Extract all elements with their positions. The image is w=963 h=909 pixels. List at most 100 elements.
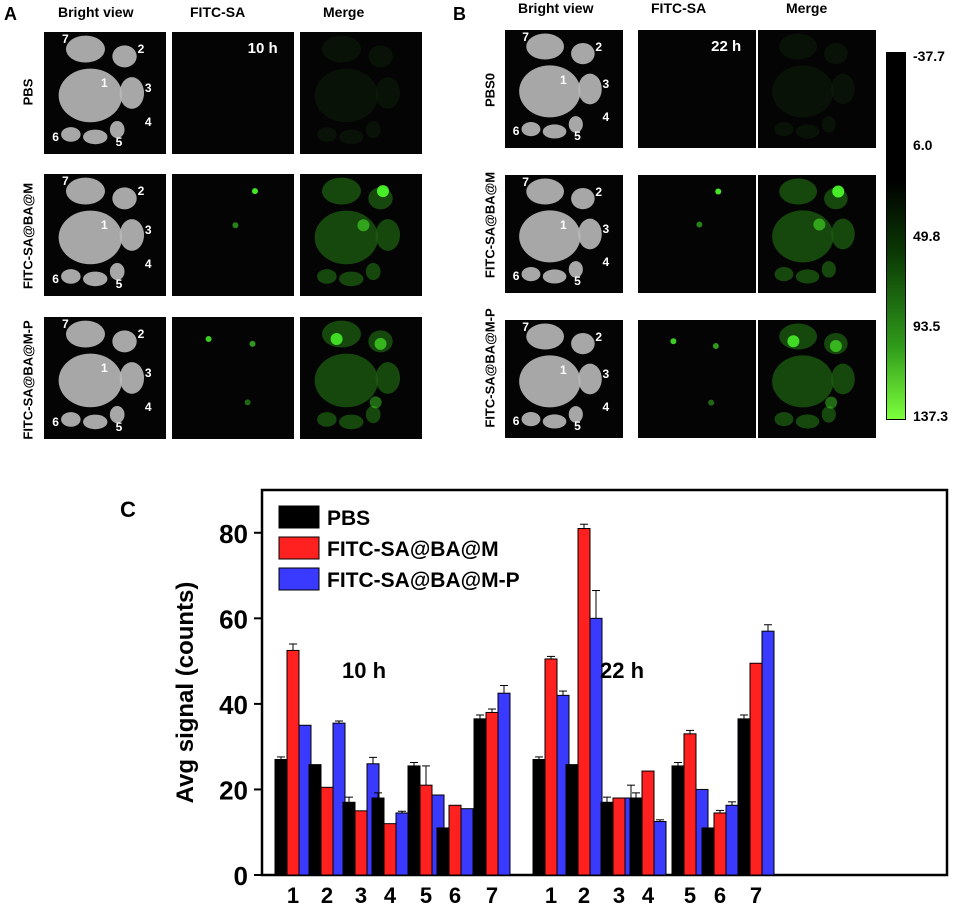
panel-a-image-fitc-row1: 10 h: [172, 32, 294, 154]
x-tick-label: 7: [486, 883, 498, 908]
organ-number-label: 2: [137, 184, 145, 199]
panel-a-col-merge: Merge: [323, 4, 365, 20]
panel-a-image-merge-row1: [300, 32, 422, 154]
colorbar-tick-4: 93.5: [913, 318, 941, 334]
bar-10h-6-0: [436, 827, 450, 876]
bar-22h-2-0: [565, 764, 579, 876]
panel-b-col-bright: Bright view: [518, 0, 594, 16]
group-label: 22 h: [600, 658, 644, 683]
panel-b-image-fitc-row3: [638, 320, 756, 438]
x-tick-label: 2: [578, 883, 590, 908]
organ-number-label: 7: [61, 317, 69, 332]
organ-number-label: 3: [602, 367, 610, 382]
bar-22h-2-2: [589, 617, 603, 876]
bar-22h-4-1: [641, 770, 655, 876]
x-tick-label: 2: [321, 883, 333, 908]
bar-22h-3-0: [600, 801, 614, 876]
bar-10h-6-1: [448, 804, 462, 876]
organ-number-label: 3: [144, 366, 152, 381]
organ-number-label: 1: [101, 361, 108, 376]
organ-number-label: 1: [560, 217, 567, 232]
x-tick-label: 5: [684, 883, 696, 908]
bar-10h-4-1: [383, 823, 397, 876]
panel-c-letter: C: [120, 497, 136, 522]
x-tick-label: 4: [384, 883, 397, 908]
panel-a-col-fitc: FITC-SA: [190, 4, 246, 20]
panel-b-image-merge-row2: [758, 175, 876, 293]
bar-10h-2-0: [308, 764, 322, 876]
bar-10h-4-2: [395, 812, 409, 876]
x-tick-label: 3: [613, 883, 625, 908]
bar-22h-1-0: [532, 759, 546, 876]
legend-label: PBS: [327, 507, 370, 530]
colorbar-tick-3: 49.8: [913, 228, 941, 244]
bar-22h-7-2: [761, 630, 775, 876]
panel-a-image-bright-row1: 1 2 3 4 5 6 7: [44, 32, 166, 154]
bar-10h-6-2: [460, 808, 474, 876]
bar-10h-4-0: [371, 797, 385, 876]
x-tick-label: 4: [642, 883, 655, 908]
panel-b-image-bright-row2: 1 2 3 4 5 6 7: [505, 175, 623, 293]
bar-10h-5-0: [407, 765, 421, 876]
organ-number-label: 3: [602, 77, 610, 92]
y-tick-label: 0: [234, 861, 248, 891]
organ-number-label: 5: [574, 274, 581, 289]
y-tick-label: 20: [219, 775, 248, 805]
x-tick-label: 1: [287, 883, 299, 908]
organ-number-label: 5: [574, 419, 581, 434]
organ-number-label: 1: [101, 76, 108, 91]
bar-10h-1-0: [274, 759, 288, 876]
bar-22h-6-2: [725, 804, 739, 876]
organ-number-label: 2: [137, 42, 145, 57]
x-tick-label: 5: [420, 883, 432, 908]
organ-number-label: 5: [574, 129, 581, 144]
bar-22h-4-0: [629, 797, 643, 876]
organ-number-label: 7: [522, 320, 529, 335]
panel-b-image-merge-row3: [758, 320, 876, 438]
organ-number-label: 2: [595, 39, 603, 54]
bar-22h-5-1: [683, 733, 697, 876]
colorbar: [886, 52, 906, 420]
organ-number-label: 1: [101, 218, 108, 233]
panel-a-image-fitc-row2: [172, 174, 294, 296]
organ-number-label: 7: [61, 174, 69, 189]
y-tick-label: 80: [219, 519, 248, 549]
organ-number-label: 2: [595, 329, 603, 344]
bar-22h-3-1: [612, 797, 626, 876]
organ-number-label: 7: [61, 32, 69, 47]
panel-b-image-merge-row1: [758, 30, 876, 148]
organ-number-label: 3: [602, 222, 610, 237]
x-tick-label: 1: [545, 883, 557, 908]
panel-b-col-fitc: FITC-SA: [651, 0, 707, 16]
colorbar-tick-2: 6.0: [913, 137, 933, 153]
colorbar-tick-1: -37.7: [913, 48, 945, 64]
organ-number-label: 6: [52, 129, 59, 144]
x-tick-label: 3: [355, 883, 367, 908]
organ-number-label: 5: [115, 276, 123, 291]
bar-22h-6-1: [713, 812, 727, 876]
organ-number-label: 3: [144, 223, 152, 238]
panel-a-image-merge-row2: [300, 174, 422, 296]
panel-a-time-label: 10 h: [247, 40, 278, 57]
organ-number-label: 3: [144, 81, 152, 96]
panel-b-image-bright-row1: 1 2 3 4 5 6 7: [505, 30, 623, 148]
legend-swatch: [278, 505, 320, 529]
organ-number-label: 4: [602, 255, 610, 270]
organ-number-label: 2: [137, 327, 145, 342]
panel-a-col-bright: Bright view: [58, 4, 134, 20]
legend-swatch: [278, 567, 320, 591]
bar-22h-2-1: [577, 528, 591, 876]
panel-b-time-label: 22 h: [711, 38, 742, 55]
panel-b-image-fitc-row2: [638, 175, 756, 293]
colorbar-tick-5: 137.3: [913, 408, 949, 424]
x-tick-label: 6: [449, 883, 461, 908]
organ-number-label: 7: [522, 30, 529, 45]
organ-number-label: 6: [512, 124, 520, 139]
organ-number-label: 4: [144, 400, 152, 415]
panel-a-image-fitc-row3: [172, 317, 294, 439]
organ-number-label: 6: [512, 269, 520, 284]
bar-22h-1-1: [544, 658, 558, 876]
panel-a-image-bright-row3: 1 2 3 4 5 6 7: [44, 317, 166, 439]
organ-number-label: 6: [52, 414, 59, 429]
